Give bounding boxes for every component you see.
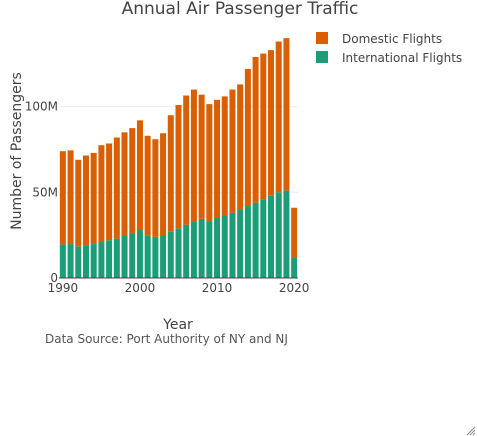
y-tick-label: 100M	[25, 100, 58, 114]
bar-international-flights-1998[interactable]	[121, 236, 128, 278]
bar-domestic-flights-1993[interactable]	[82, 155, 89, 246]
bar-international-flights-2020[interactable]	[291, 257, 298, 278]
bar-domestic-flights-2014[interactable]	[244, 68, 251, 207]
bar-international-flights-2010[interactable]	[214, 218, 221, 278]
bar-domestic-flights-2001[interactable]	[144, 135, 151, 236]
bar-international-flights-2015[interactable]	[252, 202, 259, 278]
legend-swatch-international	[316, 51, 328, 63]
x-tick-label: 2020	[279, 281, 310, 295]
y-axis-title: Number of Passengers	[9, 72, 25, 230]
bar-international-flights-2003[interactable]	[160, 236, 167, 278]
bar-domestic-flights-1997[interactable]	[113, 137, 120, 239]
bar-domestic-flights-2019[interactable]	[283, 38, 290, 191]
bar-domestic-flights-2002[interactable]	[152, 139, 159, 237]
bar-international-flights-2019[interactable]	[283, 190, 290, 278]
bar-international-flights-2012[interactable]	[229, 212, 236, 278]
bar-international-flights-1995[interactable]	[98, 242, 105, 278]
bars[interactable]	[59, 38, 298, 278]
bar-domestic-flights-1991[interactable]	[67, 150, 74, 245]
x-tick-label: 2010	[202, 281, 233, 295]
bar-international-flights-2013[interactable]	[237, 209, 244, 278]
source-annotation: Data Source: Port Authority of NY and NJ	[45, 332, 288, 346]
bar-international-flights-1993[interactable]	[82, 245, 89, 278]
bar-international-flights-2017[interactable]	[268, 195, 275, 278]
bar-international-flights-1990[interactable]	[59, 244, 66, 278]
bar-domestic-flights-1996[interactable]	[106, 143, 113, 241]
bar-international-flights-2007[interactable]	[190, 221, 197, 278]
bar-domestic-flights-2012[interactable]	[229, 89, 236, 213]
chart-title: Annual Air Passenger Traffic	[122, 0, 359, 19]
legend-item-domestic[interactable]: Domestic Flights	[316, 32, 442, 46]
y-tick-label: 50M	[32, 185, 58, 199]
x-axis-title: Year	[162, 317, 193, 333]
bar-international-flights-1994[interactable]	[90, 244, 97, 278]
bar-international-flights-2006[interactable]	[183, 224, 190, 278]
legend-label-international: International Flights	[342, 51, 462, 65]
bar-international-flights-1991[interactable]	[67, 244, 74, 278]
resize-handle-icon[interactable]	[466, 426, 476, 436]
bar-international-flights-1999[interactable]	[129, 233, 136, 278]
bar-international-flights-2008[interactable]	[198, 218, 205, 278]
bar-international-flights-2001[interactable]	[144, 235, 151, 278]
bar-domestic-flights-2006[interactable]	[183, 95, 190, 225]
bar-international-flights-2011[interactable]	[221, 215, 228, 278]
bar-international-flights-2016[interactable]	[260, 199, 267, 278]
bar-international-flights-1996[interactable]	[106, 240, 113, 278]
bar-international-flights-2005[interactable]	[175, 228, 182, 278]
legend[interactable]: Domestic Flights International Flights	[316, 32, 462, 65]
bar-domestic-flights-2013[interactable]	[237, 84, 244, 210]
bar-international-flights-2004[interactable]	[167, 231, 174, 278]
bar-international-flights-1997[interactable]	[113, 238, 120, 278]
bar-domestic-flights-2020[interactable]	[291, 207, 298, 258]
bar-international-flights-2018[interactable]	[275, 192, 282, 278]
bar-domestic-flights-1994[interactable]	[90, 152, 97, 245]
bar-international-flights-1992[interactable]	[75, 246, 82, 278]
bar-domestic-flights-2005[interactable]	[175, 104, 182, 229]
bar-domestic-flights-2003[interactable]	[160, 133, 167, 237]
y-tick-label: 0	[50, 271, 58, 285]
x-tick-label: 1990	[48, 281, 79, 295]
legend-swatch-domestic	[316, 32, 328, 44]
bar-domestic-flights-1992[interactable]	[75, 159, 82, 247]
legend-label-domestic: Domestic Flights	[342, 32, 442, 46]
bar-domestic-flights-2018[interactable]	[275, 41, 282, 193]
x-tick-labels: 1990 2000 2010 2020	[48, 281, 310, 295]
bar-domestic-flights-1998[interactable]	[121, 132, 128, 237]
bar-domestic-flights-1990[interactable]	[59, 151, 66, 245]
bar-international-flights-2014[interactable]	[244, 206, 251, 278]
bar-international-flights-2009[interactable]	[206, 221, 213, 278]
y-tick-labels: 0 50M 100M	[25, 100, 58, 285]
legend-item-international[interactable]: International Flights	[316, 51, 462, 65]
bar-domestic-flights-1999[interactable]	[129, 128, 136, 234]
bar-domestic-flights-2004[interactable]	[167, 115, 174, 232]
bar-domestic-flights-2010[interactable]	[214, 99, 221, 219]
bar-domestic-flights-2008[interactable]	[198, 94, 205, 219]
bar-international-flights-2000[interactable]	[136, 230, 143, 278]
bar-domestic-flights-2011[interactable]	[221, 96, 228, 216]
bar-domestic-flights-2017[interactable]	[268, 50, 275, 196]
bar-domestic-flights-2016[interactable]	[260, 53, 267, 200]
bar-domestic-flights-1995[interactable]	[98, 145, 105, 243]
bar-international-flights-2002[interactable]	[152, 236, 159, 278]
bar-domestic-flights-2007[interactable]	[190, 89, 197, 222]
bar-domestic-flights-2015[interactable]	[252, 56, 259, 203]
bar-domestic-flights-2009[interactable]	[206, 104, 213, 222]
bar-domestic-flights-2000[interactable]	[136, 120, 143, 231]
x-tick-label: 2000	[125, 281, 156, 295]
